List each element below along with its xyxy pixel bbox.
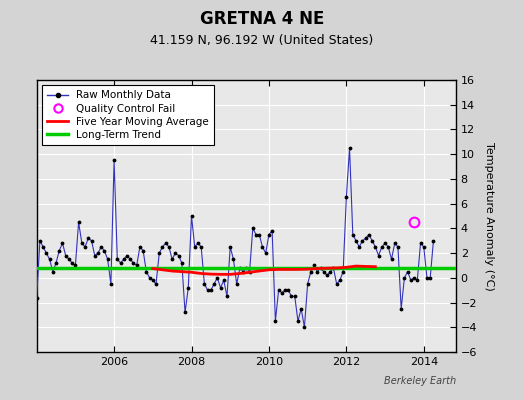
Text: Berkeley Earth: Berkeley Earth (384, 376, 456, 386)
Y-axis label: Temperature Anomaly (°C): Temperature Anomaly (°C) (484, 142, 494, 290)
Text: GRETNA 4 NE: GRETNA 4 NE (200, 10, 324, 28)
Text: 41.159 N, 96.192 W (United States): 41.159 N, 96.192 W (United States) (150, 34, 374, 47)
Legend: Raw Monthly Data, Quality Control Fail, Five Year Moving Average, Long-Term Tren: Raw Monthly Data, Quality Control Fail, … (42, 85, 214, 145)
